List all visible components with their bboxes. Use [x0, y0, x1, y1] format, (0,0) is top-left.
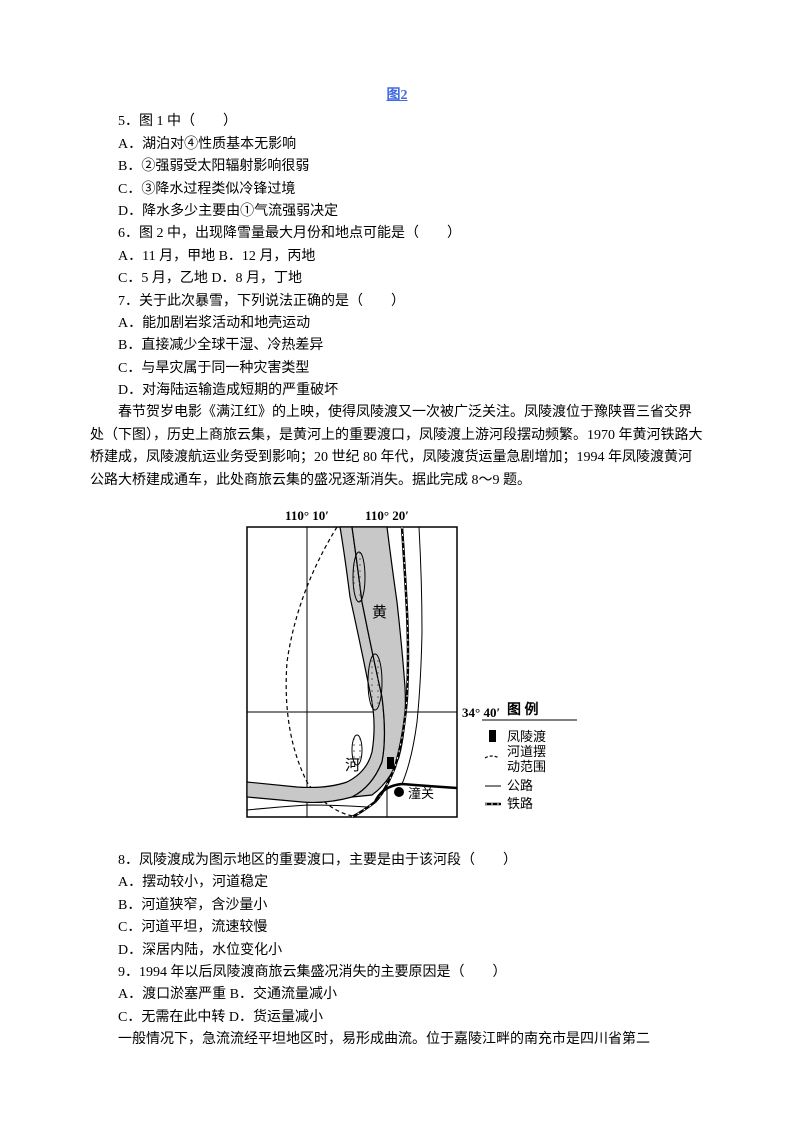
q6-option-a: A．11 月，甲地 B．12 月，丙地	[90, 246, 704, 268]
lon-label-2: 110° 20′	[365, 508, 409, 523]
legend-title: 图 例	[507, 701, 539, 718]
q8-option-d: D．深居内陆，水位变化小	[90, 940, 704, 962]
q5-option-d: D．降水多少主要由①气流强弱决定	[90, 201, 704, 223]
q8-stem: 8．凤陵渡成为图示地区的重要渡口，主要是由于该河段（ ）	[90, 850, 704, 872]
passage-2: 一般情况下，急流流经平坦地区时，易形成曲流。位于嘉陵江畔的南充市是四川省第二	[90, 1029, 704, 1051]
q7-option-d: D．对海陆运输造成短期的严重破坏	[90, 380, 704, 402]
q8-option-a: A．摆动较小，河道稳定	[90, 872, 704, 894]
q7-option-c: C．与旱灾属于同一种灾害类型	[90, 358, 704, 380]
tongguan-label: 潼关	[408, 786, 434, 801]
passage-1: 春节贺岁电影《满江红》的上映，使得凤陵渡又一次被广泛关注。凤陵渡位于豫陕晋三省交…	[90, 402, 704, 492]
q6-option-b: C．5 月，乙地 D．8 月，丁地	[90, 268, 704, 290]
map-svg: 110° 10′ 110° 20′ 34° 40′ 黄 河	[207, 502, 587, 842]
q8-option-b: B．河道狭窄，含沙量小	[90, 895, 704, 917]
q9-stem: 9．1994 年以后凤陵渡商旅云集盛况消失的主要原因是（ ）	[90, 962, 704, 984]
q7-stem: 7．关于此次暴雪，下列说法正确的是（ ）	[90, 291, 704, 313]
river-label-1: 黄	[372, 604, 387, 621]
q9-option-a: A．渡口淤塞严重 B．交通流量减小	[90, 984, 704, 1006]
q8-option-c: C．河道平坦，流速较慢	[90, 917, 704, 939]
map-figure: 110° 10′ 110° 20′ 34° 40′ 黄 河	[90, 502, 704, 842]
lat-label: 34° 40′	[462, 705, 500, 720]
q7-option-a: A．能加剧岩浆活动和地壳运动	[90, 313, 704, 335]
lon-label-1: 110° 10′	[285, 508, 329, 523]
q5-option-c: C．③降水过程类似冷锋过境	[90, 179, 704, 201]
q7-option-b: B．直接减少全球干湿、冷热差异	[90, 335, 704, 357]
q6-stem: 6．图 2 中，出现降雪量最大月份和地点可能是（ ）	[90, 223, 704, 245]
q5-option-a: A．湖泊对④性质基本无影响	[90, 134, 704, 156]
legend-item-4: 铁路	[507, 796, 533, 811]
river-label-2: 河	[345, 757, 360, 774]
legend-item-2b: 动范围	[507, 759, 546, 774]
figure2-label: 图2	[90, 85, 704, 107]
q5-option-b: B．②强弱受太阳辐射影响很弱	[90, 156, 704, 178]
legend-item-2a: 河道摆	[507, 744, 546, 759]
legend-item-3: 公路	[507, 778, 533, 793]
legend-item-1: 凤陵渡	[507, 729, 546, 744]
q5-stem: 5．图 1 中（ ）	[90, 111, 704, 133]
q9-option-b: C．无需在此中转 D．货运量减小	[90, 1007, 704, 1029]
